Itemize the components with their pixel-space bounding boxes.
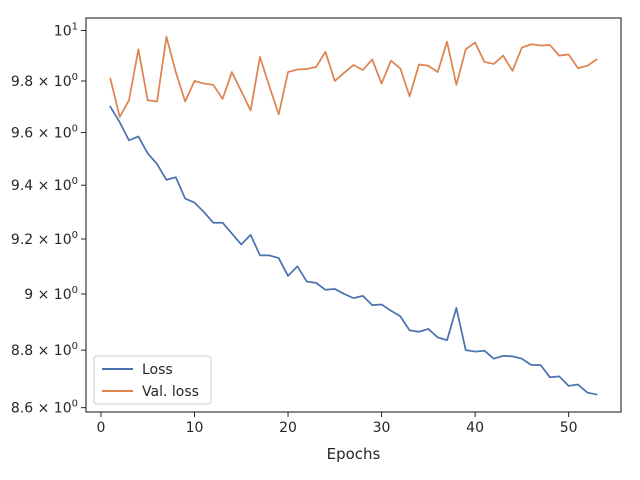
y-axis: 8.6 × 100 8.8 × 100 9 × 100 9.2 × 100 9.4 × … <box>11 21 86 417</box>
x-tick-label: 20 <box>279 420 297 436</box>
x-tick-label: 50 <box>560 420 578 436</box>
series-line-val-loss <box>109 35 598 118</box>
legend: Loss Val. loss <box>93 355 212 405</box>
x-tick-label: 30 <box>373 420 391 436</box>
y-tick-label: 9.2 × 100 <box>11 230 78 248</box>
x-axis-label: Epochs <box>327 445 381 463</box>
y-tick-label: 8.8 × 100 <box>11 341 78 359</box>
legend-label-loss: Loss <box>142 362 173 378</box>
x-axis: 0 10 20 30 40 50 <box>97 412 578 436</box>
y-tick-label: 9.4 × 100 <box>11 176 78 194</box>
legend-label-val-loss: Val. loss <box>142 384 199 400</box>
y-tick-label: 9.8 × 100 <box>11 72 78 90</box>
x-tick-label: 10 <box>186 420 204 436</box>
x-tick-label: 40 <box>466 420 484 436</box>
x-tick-label: 0 <box>97 420 106 436</box>
series-line-loss <box>109 105 598 396</box>
y-tick-label: 9 × 100 <box>24 285 78 303</box>
y-tick-label: 8.6 × 100 <box>11 399 78 417</box>
y-tick-label: 101 <box>54 21 78 39</box>
y-tick-label: 9.6 × 100 <box>11 124 78 142</box>
series-layer <box>109 35 598 396</box>
plot-area-frame <box>85 17 622 413</box>
